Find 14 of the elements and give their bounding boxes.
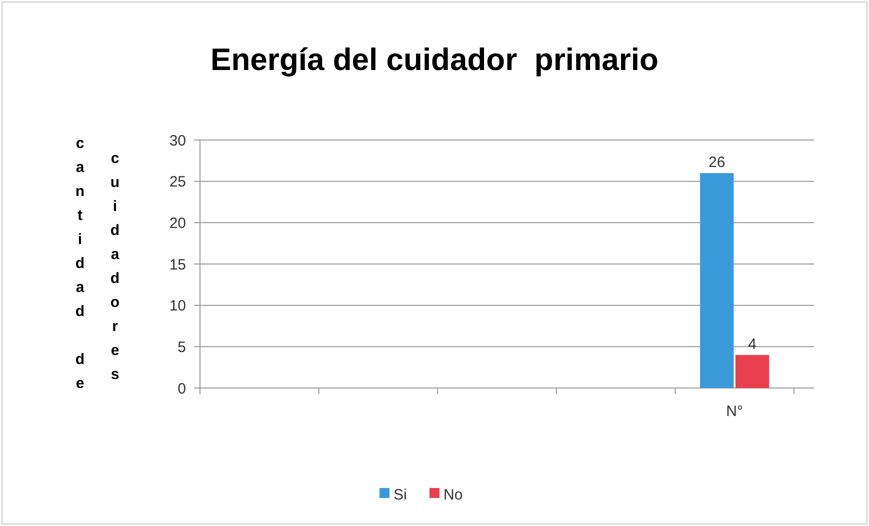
y-tick-label: 0: [178, 380, 186, 398]
y-tick-label: 30: [169, 132, 186, 150]
y-tick-label: 25: [169, 174, 186, 191]
y-tick-label: 15: [169, 256, 186, 274]
y-tick-label: 20: [169, 214, 186, 232]
x-tick-label: N°: [726, 403, 744, 420]
legend-label: Si: [394, 486, 407, 504]
y-tick-label: 10: [169, 298, 186, 315]
text: cantidad de cuidadores: [72, 135, 124, 399]
y-tick-label: 5: [178, 338, 186, 356]
data-label: 4: [748, 336, 757, 353]
data-label: 26: [708, 154, 726, 172]
chart-title: Energía del cuidador primario: [210, 42, 658, 77]
legend-label: No: [444, 486, 463, 504]
